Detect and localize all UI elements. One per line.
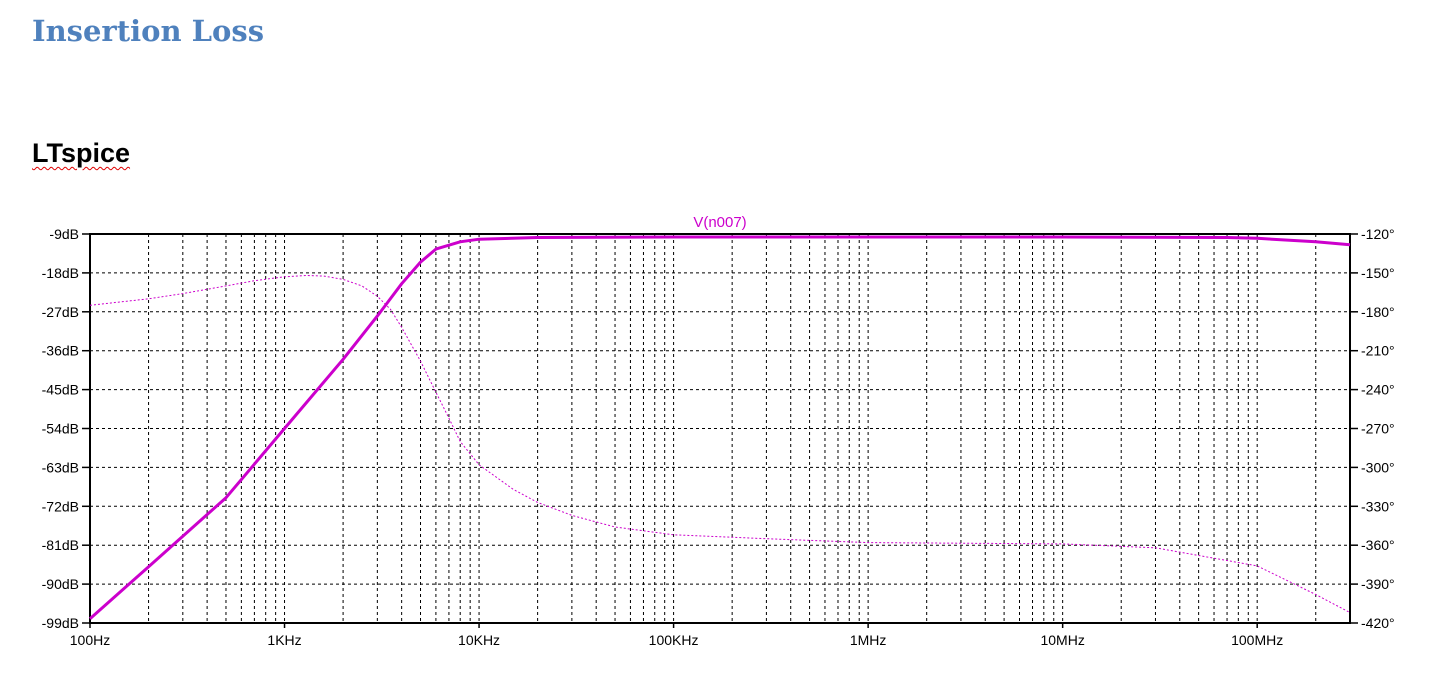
x-tick-label: 1KHz — [267, 632, 301, 648]
x-tick-label: 10KHz — [458, 632, 500, 648]
y-right-tick-label: -270° — [1361, 421, 1395, 437]
y-right-tick-label: -120° — [1361, 226, 1395, 242]
y-right-tick-label: -150° — [1361, 265, 1395, 281]
y-left-tick-label: -72dB — [42, 498, 79, 514]
grid-lines — [90, 234, 1350, 623]
y-right-tick-label: -180° — [1361, 304, 1395, 320]
x-tick-label: 100KHz — [649, 632, 699, 648]
document-subheading: LTspice — [32, 138, 131, 168]
x-tick-label: 1MHz — [850, 632, 887, 648]
y-left-tick-label: -81dB — [42, 537, 79, 553]
y-right-tick-label: -300° — [1361, 459, 1395, 475]
y-right-tick-label: -360° — [1361, 537, 1395, 553]
y-left-tick-label: -99dB — [42, 615, 79, 631]
x-tick-label: 100Hz — [70, 632, 110, 648]
x-tick-label: 100MHz — [1231, 632, 1283, 648]
y-right-tick-label: -330° — [1361, 498, 1395, 514]
y-left-tick-label: -63dB — [42, 459, 79, 475]
magnitude-trace — [89, 235, 1351, 620]
y-left-tick-label: -54dB — [42, 421, 79, 437]
y-left-tick-label: -45dB — [42, 382, 79, 398]
document-heading: Insertion Loss — [32, 14, 265, 48]
y-right-tick-label: -390° — [1361, 576, 1395, 592]
x-tick-label: 10MHz — [1040, 632, 1084, 648]
y-right-tick-label: -210° — [1361, 343, 1395, 359]
axes: 100Hz 1KHz 10KHz 100KHz 1MHz 10MHz 100MHz -9dB -… — [42, 226, 1395, 648]
bode-plot: 100Hz 1KHz 10KHz 100KHz 1MHz 10MHz 100MHz -9dB -… — [42, 214, 1395, 648]
phase-trace — [89, 275, 1351, 614]
y-right-tick-label: -420° — [1361, 615, 1395, 631]
y-right-tick-label: -240° — [1361, 382, 1395, 398]
chart-title: V(n007) — [693, 214, 746, 231]
y-left-tick-label: -18dB — [42, 265, 79, 281]
y-left-tick-label: -27dB — [42, 304, 79, 320]
series-traces — [89, 235, 1351, 620]
y-left-tick-label: -9dB — [49, 226, 79, 242]
y-left-tick-label: -90dB — [42, 576, 79, 592]
y-left-tick-label: -36dB — [42, 343, 79, 359]
